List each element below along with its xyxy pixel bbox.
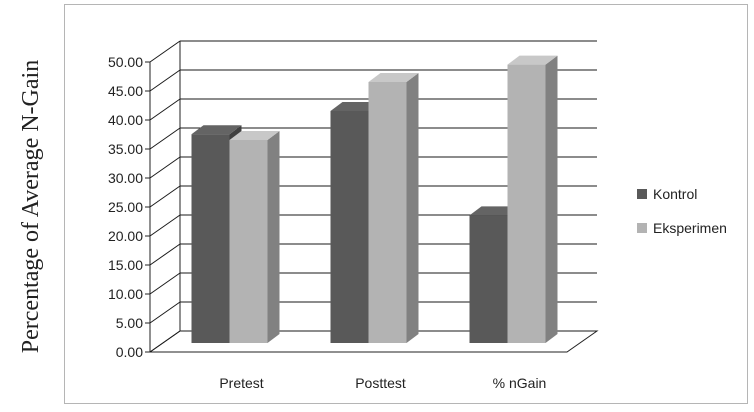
- gridline-depth: [149, 330, 181, 353]
- bar-top: [229, 131, 280, 140]
- y-tick-label: 25.00: [108, 199, 143, 215]
- bar-top: [469, 206, 520, 216]
- bar-side: [545, 55, 558, 343]
- gridline-depth: [149, 214, 181, 237]
- y-tick-label: 40.00: [108, 112, 143, 128]
- bar-top: [330, 102, 381, 111]
- bar-eksperimen: [229, 140, 268, 343]
- y-tick-label: 20.00: [108, 228, 143, 244]
- legend-swatch: [637, 223, 647, 233]
- y-tick-label: 30.00: [108, 170, 143, 186]
- x-tick-label: Pretest: [219, 375, 263, 391]
- gridline-depth: [149, 185, 181, 208]
- gridline-depth: [149, 98, 181, 121]
- bar-top: [368, 73, 419, 82]
- gridline-depth: [149, 301, 181, 324]
- chart-frame: [64, 4, 748, 404]
- legend-label: Eksperimen: [653, 220, 727, 236]
- x-tick-label: % nGain: [493, 375, 547, 391]
- gridline-depth: [149, 127, 181, 150]
- bar-side: [406, 73, 419, 343]
- y-tick-label: 10.00: [108, 286, 143, 302]
- bar-side: [267, 131, 280, 343]
- bar-top: [191, 125, 242, 135]
- gridline-depth: [149, 272, 181, 295]
- bar-eksperimen: [368, 82, 407, 343]
- bar-eksperimen: [507, 64, 546, 343]
- bar-kontrol: [330, 111, 369, 343]
- y-tick-label: 15.00: [108, 257, 143, 273]
- bar-top: [507, 55, 558, 65]
- gridline-depth: [149, 156, 181, 179]
- y-tick-label: 0.00: [116, 344, 143, 360]
- y-tick-label: 50.00: [108, 54, 143, 70]
- gridline-depth: [149, 40, 181, 63]
- x-tick-label: Posttest: [355, 375, 406, 391]
- legend-swatch: [637, 189, 647, 199]
- gridline-depth: [149, 69, 181, 92]
- y-tick-label: 35.00: [108, 141, 143, 157]
- y-tick-label: 45.00: [108, 83, 143, 99]
- bar-kontrol: [191, 134, 230, 343]
- legend-label: Kontrol: [653, 186, 697, 202]
- bar-kontrol: [469, 215, 508, 343]
- gridline-depth: [149, 243, 181, 266]
- y-tick-label: 5.00: [116, 315, 143, 331]
